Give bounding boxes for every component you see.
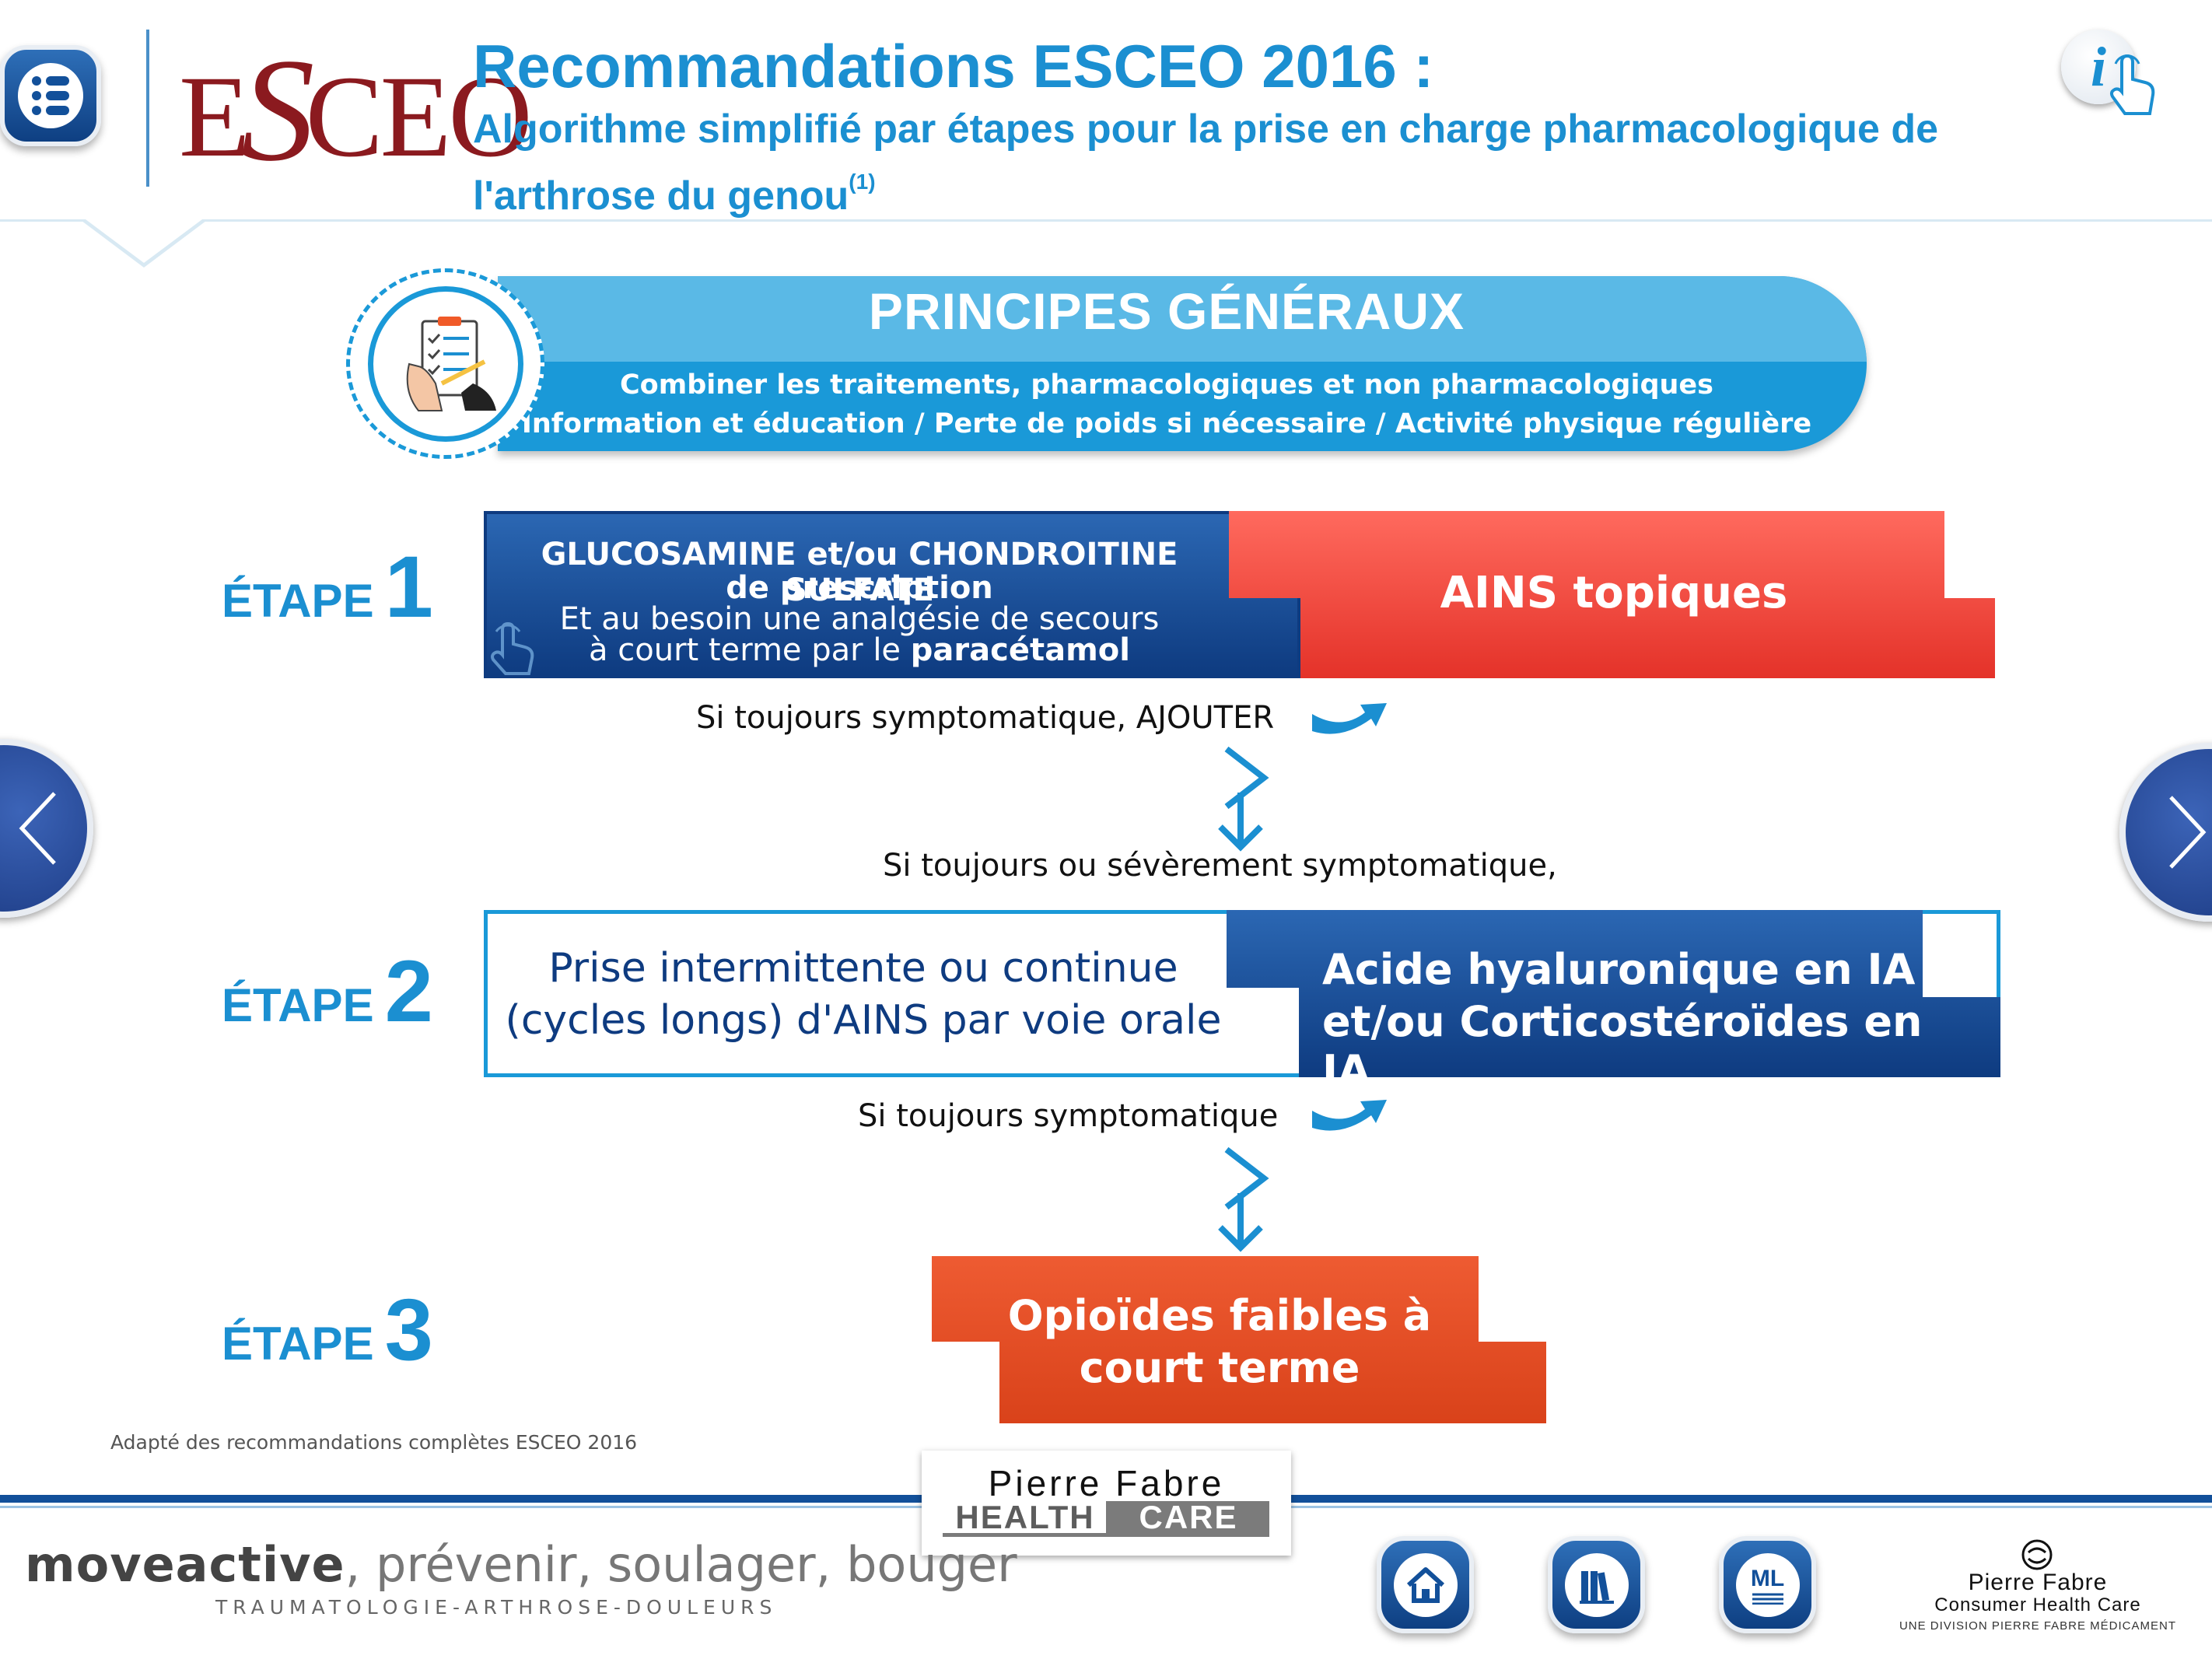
chevron-down-icon [1218, 1146, 1269, 1252]
tap-hand-icon [491, 621, 534, 675]
step-2-ains-oral-line-1: Prise intermittente ou continue [548, 945, 1178, 992]
care-word: CARE [1139, 1499, 1238, 1535]
info-button[interactable]: i [2061, 30, 2162, 123]
principes-title: PRINCIPES GÉNÉRAUX [868, 282, 1465, 340]
principes-band [498, 276, 1867, 451]
page-subtitle: Algorithme simplifié par étapes pour la … [473, 103, 2028, 222]
ml-label: ML [1750, 1565, 1785, 1591]
page-title: Recommandations ESCEO 2016 : [473, 32, 1434, 100]
subtitle-line-2: l'arthrose du genou [473, 173, 849, 219]
step-2-ains-oral-line-2: (cycles longs) d'AINS par voie orale [505, 997, 1222, 1044]
logo-letters-ceo: CEO [305, 52, 533, 181]
moveactive-tagline: , prévenir, soulager, bouger [345, 1536, 1017, 1593]
menu-button[interactable] [0, 45, 101, 146]
health-word: HEALTH [955, 1499, 1095, 1535]
step-1-glucosamine-line-3: Et au besoin une analgésie de secours [559, 601, 1160, 637]
step-word: ÉTAPE [222, 575, 374, 627]
health-care-bar-white [943, 1501, 1106, 1537]
step-3-opioides-box [932, 1256, 1546, 1423]
home-icon [1406, 1566, 1444, 1603]
books-icon [1579, 1570, 1614, 1604]
subtitle-reference[interactable]: (1) [849, 170, 876, 194]
step-1-glucosamine-line-1: GLUCOSAMINE et/ou CHONDROITINE SULFATE [541, 537, 1178, 608]
swoosh-arrow-icon [1312, 1100, 1387, 1131]
swoosh-arrow-icon [1312, 703, 1387, 734]
step-2-acide-hyaluronique-line-1: Acide hyaluronique en IA [1322, 945, 1916, 994]
moveactive-brand: moveactive [25, 1536, 345, 1593]
menu-icon [18, 63, 83, 128]
step-1-ains-topiques-box [1225, 511, 1995, 678]
moveactive-logo: moveactive, prévenir, soulager, bouger [25, 1536, 1017, 1593]
step-word: ÉTAPE [222, 979, 374, 1031]
previous-page-button[interactable] [0, 739, 93, 918]
library-button[interactable] [1548, 1536, 1645, 1633]
checklist-icon [406, 316, 496, 411]
header-bar [0, 0, 2212, 222]
step-1-glucosamine-line-4: à court terme par le paracétamol [490, 632, 1229, 668]
subtitle-line-1: Algorithme simplifié par étapes pour la … [473, 107, 1939, 152]
step-number: 1 [384, 538, 433, 635]
header-pointer-inner [86, 219, 202, 263]
step-2-note: Si toujours symptomatique [858, 1098, 1279, 1134]
step-3-opioides-line-1: Opioïdes faibles à [1007, 1291, 1432, 1340]
pierre-fabre-health-care-name: Pierre Fabre [988, 1463, 1225, 1503]
checklist-badge [346, 268, 544, 459]
esceo-logo: E S CEO [179, 29, 533, 192]
mentions-legales-button[interactable]: ML [1719, 1536, 1816, 1633]
step-1-glucosamine-line-2: de prescription [726, 570, 993, 606]
principes-line-2: Information et éducation / Perte de poid… [521, 408, 1812, 439]
chevron-down-icon [1218, 746, 1269, 852]
step-3-opioides-line-2: court terme [1079, 1343, 1360, 1392]
step-3-label: ÉTAPE 3 [222, 1279, 433, 1380]
step-1-ains-topiques-label: AINS topiques [1440, 568, 1788, 618]
principes-line-1: Combiner les traitements, pharmacologiqu… [620, 369, 1713, 401]
source-note: Adapté des recommandations complètes ESC… [110, 1431, 638, 1454]
step-word: ÉTAPE [222, 1318, 374, 1370]
step-1-label: ÉTAPE 1 [222, 537, 433, 637]
step-2-label: ÉTAPE 2 [222, 941, 433, 1041]
tap-hand-icon [2110, 54, 2155, 115]
step-number: 3 [384, 1281, 433, 1378]
home-button[interactable] [1377, 1536, 1474, 1633]
step-2-acide-hyaluronique-box [1227, 910, 2000, 1077]
pierre-fabre-chc-division: Consumer Health Care [1934, 1594, 2141, 1615]
ml-icon: ML [1751, 1566, 1785, 1605]
next-page-button[interactable] [2119, 743, 2212, 922]
step-1-note: Si toujours symptomatique, AJOUTER [696, 700, 1275, 736]
chevron-left-icon [19, 792, 56, 865]
header-divider [146, 30, 149, 187]
logo-letter-e: E [179, 52, 250, 181]
chevron-right-icon [2169, 796, 2207, 869]
step-number: 2 [384, 943, 433, 1040]
step-2-acide-hyaluronique-line-2: et/ou Corticostéroïdes en IA [1322, 997, 1923, 1095]
step-1-line-4-text: à court terme par le [589, 632, 911, 668]
step-2-pre-note: Si toujours ou sévèrement symptomatique, [883, 848, 1557, 884]
pierre-fabre-chc-name: Pierre Fabre [1968, 1570, 2108, 1595]
logo-letter-s: S [240, 29, 315, 192]
step-1-paracetamol: paracétamol [910, 632, 1130, 668]
pierre-fabre-icon [2021, 1539, 2053, 1570]
step-1-glucosamine-box[interactable] [484, 511, 1300, 678]
moveactive-subtitle: TRAUMATOLOGIE-ARTHROSE-DOULEURS [215, 1596, 778, 1619]
pierre-fabre-chc-tagline: UNE DIVISION PIERRE FABRE MÉDICAMENT [1899, 1619, 2177, 1633]
